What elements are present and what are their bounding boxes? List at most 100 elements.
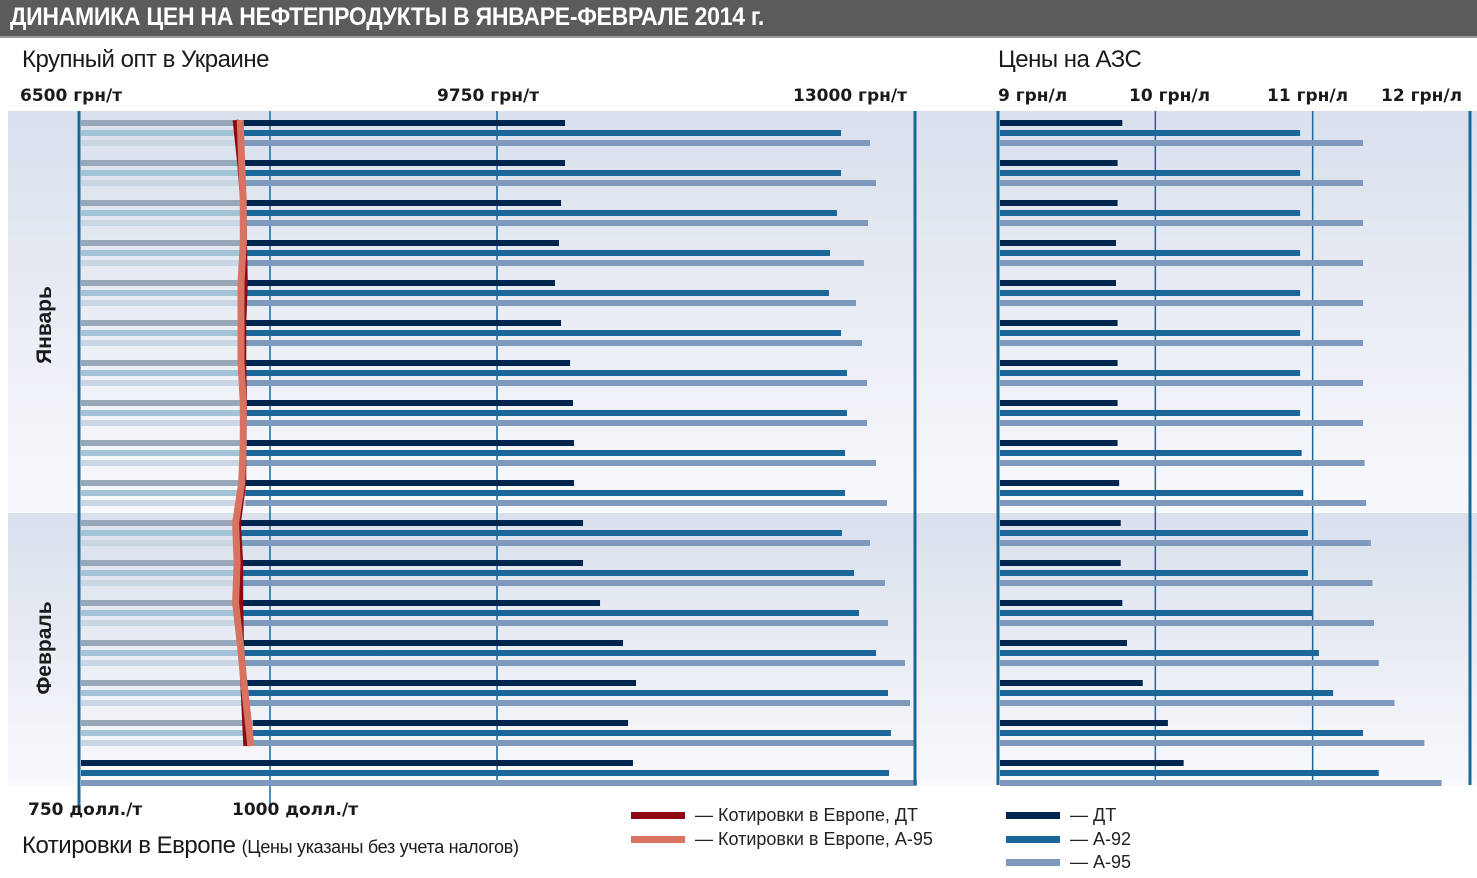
wholesale-bar-light-dt [81, 480, 246, 486]
page-title: ДИНАМИКА ЦЕН НА НЕФТЕПРОДУКТЫ В ЯНВАРЕ-Ф… [10, 3, 764, 31]
europe-quotes-title: Котировки в Европе (Цены указаны без уче… [22, 832, 519, 860]
europe-quotes-label: Котировки в Европе [22, 832, 236, 859]
retail-bar-a95 [1000, 260, 1364, 266]
wholesale-bar-light-a95 [81, 380, 246, 386]
retail-bar-a95 [1000, 420, 1364, 426]
wholesale-bar-light-dt [81, 200, 246, 206]
wholesale-bar-a95 [246, 700, 910, 706]
wholesale-bar-light-a95 [81, 700, 247, 706]
wholesale-bar-light-a95 [81, 420, 247, 426]
retail-bar-a95 [1000, 580, 1373, 586]
wholesale-bar-light-a95 [81, 180, 244, 186]
retail-bar-a95 [1000, 180, 1364, 186]
wholesale-bar-a95 [252, 740, 915, 746]
wholesale-bar-dt [252, 720, 629, 726]
wholesale-bar-light-a95 [81, 260, 247, 266]
wholesale-bar-a92 [81, 770, 890, 776]
wholesale-bar-dt [246, 240, 559, 246]
wholesale-bar-a92 [242, 130, 842, 136]
wholesale-bar-light-a92 [81, 370, 246, 376]
wholesale-bar-light-a95 [81, 660, 243, 666]
wholesale-bar-a95 [245, 340, 863, 346]
right-chart-title: Цены на АЗС [998, 46, 1142, 73]
retail-bar-a95 [1000, 460, 1365, 466]
wholesale-bar-dt [242, 600, 601, 606]
wholesale-bar-a92 [246, 250, 830, 256]
wholesale-bar-a92 [245, 330, 842, 336]
wholesale-bar-a95 [245, 220, 869, 226]
wholesale-bar-dt [81, 760, 633, 766]
wholesale-bar-light-dt [81, 640, 243, 646]
legend-swatch-europe-dt [631, 812, 685, 819]
wholesale-bar-a92 [242, 610, 860, 616]
wholesale-bar-light-a95 [81, 580, 243, 586]
retail-bar-a95 [1000, 300, 1364, 306]
retail-bar-a95 [1000, 740, 1425, 746]
europe-a95-line [232, 119, 255, 747]
wholesale-bar-a92 [242, 570, 855, 576]
wholesale-bar-light-a95 [81, 340, 246, 346]
wholesale-bar-a95 [245, 500, 887, 506]
retail-bar-a95 [1000, 380, 1364, 386]
wholesale-bar-light-a95 [81, 220, 246, 226]
right-top-tick-label: 9 грн/л [998, 86, 1068, 106]
wholesale-bar-a92 [245, 450, 846, 456]
wholesale-bar-light-a95 [81, 740, 253, 746]
wholesale-bar-a92 [246, 290, 829, 296]
wholesale-bar-dt [242, 120, 566, 126]
retail-bar-a92 [1000, 370, 1301, 376]
retail-bar-dt [1000, 320, 1118, 326]
retail-bar-dt [1000, 560, 1121, 566]
wholesale-bar-light-dt [81, 280, 247, 286]
wholesale-bar-a92 [245, 490, 846, 496]
retail-bar-a92 [1000, 490, 1304, 496]
wholesale-bar-light-dt [81, 560, 243, 566]
retail-bar-a95 [1000, 500, 1367, 506]
retail-bar-dt [1000, 200, 1118, 206]
retail-bar-dt [1000, 680, 1143, 686]
retail-bar-a95 [1000, 540, 1371, 546]
wholesale-bar-light-dt [81, 680, 247, 686]
legend-swatch-a92 [1006, 836, 1060, 843]
legend-item-dt: — ДТ [1006, 805, 1116, 826]
wholesale-bar-light-a92 [81, 450, 246, 456]
legend-item-a95: — А-95 [1006, 852, 1131, 873]
retail-bar-dt [1000, 240, 1116, 246]
retail-bar-a92 [1000, 410, 1301, 416]
legend-swatch-a95 [1006, 859, 1060, 866]
legend-swatch-europe-a95 [631, 836, 685, 843]
legend-label: — А-95 [1070, 852, 1132, 872]
wholesale-bar-dt [243, 160, 566, 166]
wholesale-bar-light-dt [81, 520, 240, 526]
wholesale-bar-a95 [245, 460, 877, 466]
wholesale-bar-dt [246, 400, 574, 406]
wholesale-bar-a92 [245, 210, 837, 216]
wholesale-bar-a95 [242, 140, 870, 146]
retail-bar-a92 [1000, 770, 1379, 776]
wholesale-bar-a92 [252, 730, 891, 736]
right-top-tick-label: 12 грн/л [1381, 86, 1463, 106]
wholesale-bar-light-a92 [81, 330, 246, 336]
retail-bar-a92 [1000, 450, 1302, 456]
wholesale-bar-a95 [242, 620, 888, 626]
legend-swatch-dt [1006, 812, 1060, 819]
retail-bar-a95 [1000, 220, 1364, 226]
wholesale-bar-light-a92 [81, 130, 243, 136]
wholesale-bar-a95 [239, 540, 870, 546]
month-label-february: Февраль [33, 601, 56, 694]
wholesale-bar-light-a95 [81, 300, 247, 306]
retail-bar-a95 [1000, 660, 1379, 666]
wholesale-bar-light-a92 [81, 530, 240, 536]
legend-label: — А-92 [1070, 829, 1132, 849]
retail-bar-dt [1000, 360, 1118, 366]
wholesale-bar-light-dt [81, 320, 246, 326]
wholesale-bar-a92 [246, 410, 847, 416]
retail-bar-dt [1000, 760, 1184, 766]
wholesale-bar-light-dt [81, 400, 247, 406]
left-top-tick-label: 13000 грн/т [793, 86, 907, 106]
wholesale-bar-a95 [246, 420, 868, 426]
wholesale-bar-light-a95 [81, 140, 243, 146]
retail-bar-a95 [1000, 140, 1364, 146]
wholesale-bar-dt [245, 480, 575, 486]
retail-bar-a95 [1000, 780, 1442, 786]
